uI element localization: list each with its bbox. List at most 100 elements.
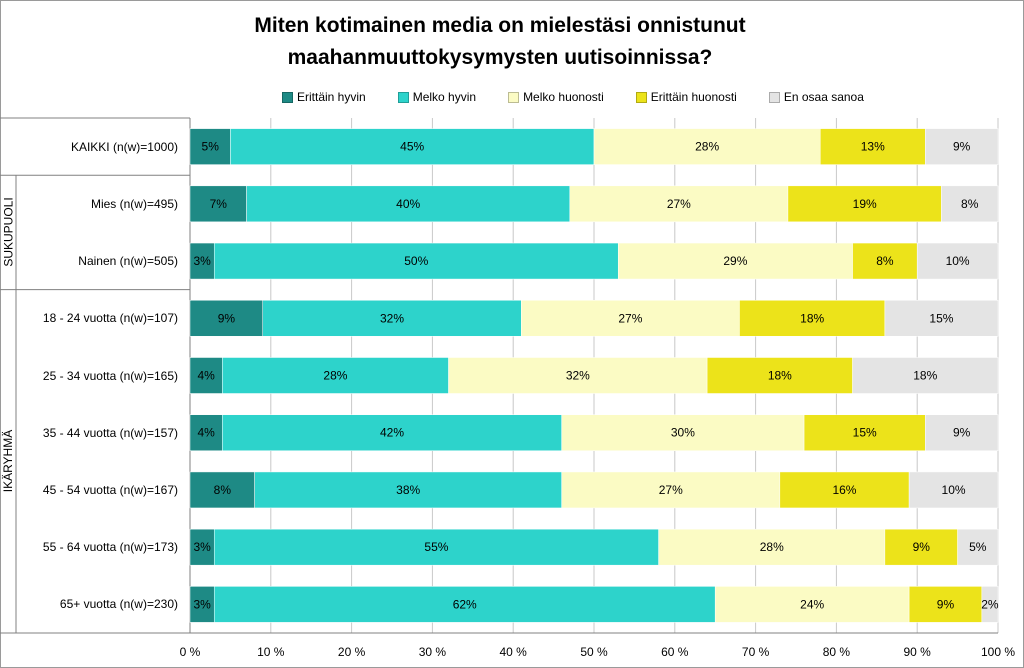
bar-segment <box>925 414 999 451</box>
x-tick-label: 20 % <box>337 645 366 659</box>
data-label: 3% <box>193 540 211 554</box>
bar-segment <box>448 357 708 394</box>
bar-segment <box>803 414 926 451</box>
category-label: Nainen (n(w)=505) <box>78 254 178 269</box>
legend-swatch <box>508 91 520 103</box>
category-label: 65+ vuotta (n(w)=230) <box>59 597 178 612</box>
bar-segment <box>957 528 999 566</box>
bar-segment <box>852 242 918 280</box>
data-label: 24% <box>800 597 824 611</box>
legend-label: Melko hyvin <box>412 90 477 104</box>
data-label: 18% <box>800 311 824 325</box>
bar-segment <box>189 185 247 223</box>
data-label: 8% <box>876 254 894 268</box>
data-label: 18% <box>913 369 937 383</box>
data-label: 9% <box>913 540 931 554</box>
data-label: 18% <box>768 369 792 383</box>
group-label: SUKUPUOLI <box>1 197 16 268</box>
x-tick-label: 10 % <box>257 645 285 659</box>
data-label: 40% <box>396 197 420 211</box>
data-label: 9% <box>953 426 971 440</box>
bar-segment <box>908 471 999 509</box>
category-label: 45 - 54 vuotta (n(w)=167) <box>42 482 178 497</box>
data-label: 3% <box>193 254 211 268</box>
data-label: 28% <box>323 369 347 383</box>
bar-segment <box>561 471 781 509</box>
x-tick-label: 80 % <box>822 645 851 659</box>
chart-title: Miten kotimainen media on mielestäsi onn… <box>120 10 880 74</box>
bar-segment <box>230 128 595 165</box>
group-label: IKÄRYHMÄ <box>1 430 16 493</box>
legend-label: Melko huonosti <box>523 90 604 104</box>
data-label: 42% <box>380 426 404 440</box>
bar-segment <box>254 471 562 509</box>
data-label: 13% <box>861 140 885 154</box>
legend-swatch <box>768 91 780 103</box>
legend-swatch <box>282 91 293 103</box>
legend-label: Erittäin huonosti <box>650 90 737 104</box>
legend-label: En osaa sanoa <box>783 90 864 104</box>
data-label: 8% <box>961 197 979 211</box>
data-label: 2% <box>981 597 999 611</box>
data-label: 4% <box>197 369 215 383</box>
bar-segment <box>739 300 886 337</box>
bar-segment <box>189 242 215 280</box>
x-tick-label: 90 % <box>903 645 931 659</box>
data-label: 9% <box>953 140 971 154</box>
bar-segment <box>981 586 999 623</box>
legend-item: En osaa sanoa <box>768 90 864 104</box>
x-tick-label: 70 % <box>741 645 770 659</box>
bar-segment <box>569 185 789 223</box>
data-label: 5% <box>969 540 987 554</box>
chart-title-line-1: Miten kotimainen media on mielestäsi onn… <box>254 14 746 37</box>
data-label: 27% <box>618 311 642 325</box>
bar-segment <box>561 414 805 451</box>
data-label: 4% <box>197 426 215 440</box>
bar-segment <box>189 586 215 623</box>
data-label: 27% <box>667 197 691 211</box>
legend-item: Erittäin hyvin <box>282 90 366 104</box>
bar-segment <box>262 300 522 337</box>
bar-segment <box>593 128 821 165</box>
data-label: 50% <box>404 254 428 268</box>
data-label: 28% <box>695 140 719 154</box>
legend-swatch <box>397 91 409 103</box>
x-tick-label: 30 % <box>418 645 447 659</box>
x-tick-label: 60 % <box>661 645 689 659</box>
bar-segment <box>908 586 983 623</box>
bar-segment <box>941 185 999 223</box>
data-label: 45% <box>400 140 424 154</box>
legend-swatch <box>635 91 647 103</box>
bar-segment <box>213 528 659 566</box>
bar-segment <box>884 300 999 337</box>
chart-legend: Erittäin hyvin Melko hyvin Melko huonosti E… <box>282 88 896 106</box>
category-label: Mies (n(w)=495) <box>90 196 178 211</box>
data-label: 32% <box>566 369 590 383</box>
category-label: 25 - 34 vuotta (n(w)=165) <box>42 368 178 383</box>
data-label: 9% <box>218 311 236 325</box>
bar-segment <box>222 414 562 451</box>
bar-segment <box>884 528 958 566</box>
legend-label: Erittäin hyvin <box>297 90 366 104</box>
data-label: 15% <box>929 311 953 325</box>
legend-item: Melko huonosti <box>508 90 604 104</box>
data-label: 32% <box>380 311 404 325</box>
category-label: 55 - 64 vuotta (n(w)=173) <box>42 540 178 555</box>
data-label: 38% <box>396 483 420 497</box>
data-label: 9% <box>937 597 955 611</box>
bar-segment <box>189 300 263 337</box>
legend-item: Erittäin huonosti <box>635 90 737 104</box>
bar-segment <box>787 185 942 223</box>
data-label: 8% <box>214 483 232 497</box>
bar-segment <box>189 528 215 566</box>
data-label: 7% <box>210 197 228 211</box>
data-label: 27% <box>659 483 683 497</box>
bar-segment <box>521 300 740 337</box>
data-label: 15% <box>853 426 877 440</box>
bar-segment <box>852 357 999 394</box>
bar-segment <box>714 586 910 623</box>
category-label: 18 - 24 vuotta (n(w)=107) <box>42 311 178 326</box>
legend-item: Melko hyvin <box>397 90 477 104</box>
bar-segment <box>658 528 886 566</box>
chart-title-line-2: maahanmuuttokysymysten uutisoinnissa? <box>287 46 713 69</box>
